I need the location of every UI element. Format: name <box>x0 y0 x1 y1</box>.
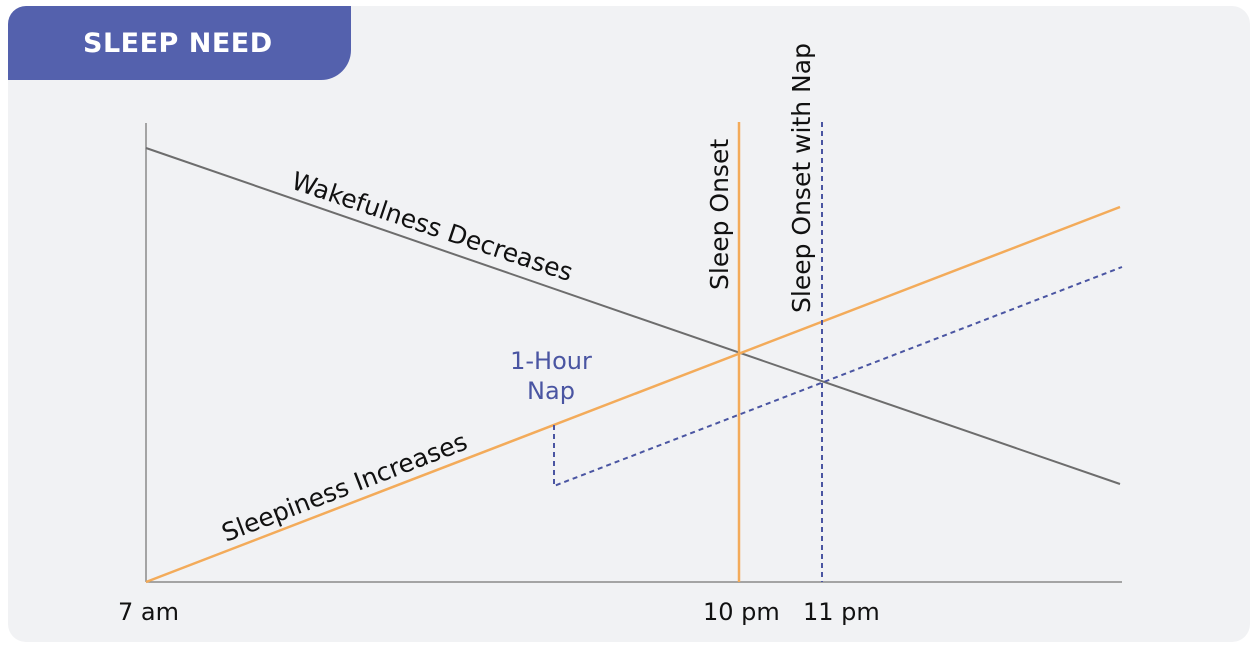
x-label-10pm: 10 pm <box>703 598 780 626</box>
header-tab: SLEEP NEED <box>8 6 351 80</box>
nap-label-line1: 1-Hour <box>510 347 592 375</box>
sleepiness-line <box>145 205 1121 584</box>
wakefulness-line <box>145 147 1121 485</box>
sleep-need-card: SLEEP NEED <box>8 6 1250 642</box>
sleep-onset-label: Sleep Onset <box>705 139 734 290</box>
nap-sleepiness-dashed-line <box>553 266 1123 488</box>
sleepiness-label: Sleepiness Increases <box>218 427 471 548</box>
header-title: SLEEP NEED <box>83 27 273 59</box>
x-label-11pm: 11 pm <box>803 598 880 626</box>
wakefulness-label: Wakefulness Decreases <box>288 166 576 287</box>
nap-label-line2: Nap <box>527 377 575 405</box>
x-label-7am: 7 am <box>118 598 179 626</box>
sleep-onset-with-nap-label: Sleep Onset with Nap <box>787 43 816 313</box>
